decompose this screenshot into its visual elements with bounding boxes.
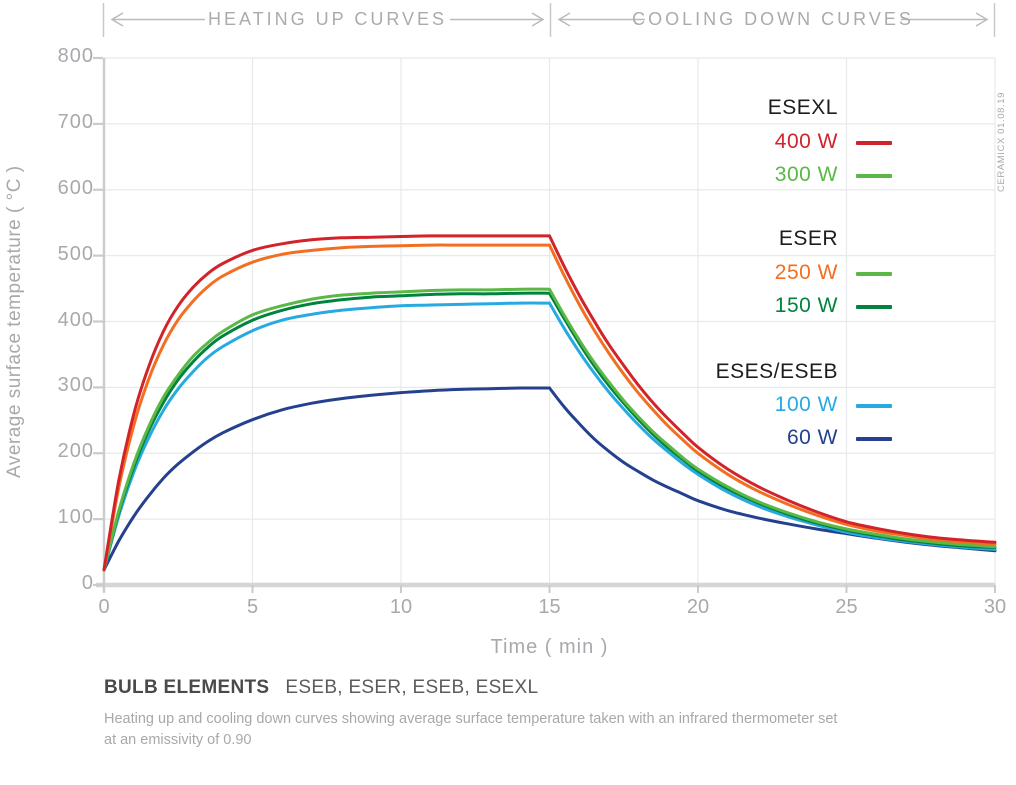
cooling-phase-title: COOLING DOWN CURVES (632, 9, 914, 29)
legend-power-label: 400 W (774, 130, 838, 153)
legend-line-swatch (856, 141, 892, 145)
x-tick-label: 0 (98, 596, 110, 618)
footer-heading-row: BULB ELEMENTS ESEB, ESER, ESEB, ESEXL (104, 677, 538, 699)
arrow-left-icon (557, 12, 571, 27)
phase-header-graphics (102, 3, 996, 37)
legend-line-swatch (856, 174, 892, 178)
y-tick-label: 0 (81, 572, 94, 594)
legend-power-label: 250 W (774, 261, 838, 284)
legend-group-title: ESES/ESEB (715, 360, 838, 383)
legend-power-label: 150 W (774, 294, 838, 317)
legend-line-swatch (856, 305, 892, 309)
legend-row: 150 W (700, 294, 940, 320)
arrow-left-icon (110, 12, 124, 27)
y-tick-label: 700 (57, 110, 94, 133)
y-tick-label: 400 (57, 308, 94, 331)
legend-line-swatch (856, 404, 892, 408)
x-tick-label: 30 (983, 596, 1007, 618)
x-tick-label: 10 (389, 596, 413, 618)
footer-heading: BULB ELEMENTS (104, 677, 270, 698)
watermark-text: CERAMICX 01.08.19 (996, 92, 1007, 192)
legend-row: 100 W (700, 393, 940, 419)
legend-line-swatch (856, 272, 892, 276)
y-tick-label: 800 (57, 45, 94, 67)
legend-row: 400 W (700, 130, 940, 156)
x-tick-label: 5 (246, 596, 259, 618)
y-tick-label: 500 (57, 242, 94, 265)
arrow-right-icon (531, 12, 545, 27)
x-axis-tick-labels: 0 5 10 15 20 25 30 (98, 596, 1006, 622)
curve-esexl-300-w (102, 287, 997, 572)
x-tick-label: 20 (686, 596, 710, 618)
legend-group-title: ESER (778, 227, 838, 250)
y-tick-label: 600 (57, 176, 94, 199)
heating-phase-title: HEATING UP CURVES (207, 9, 448, 29)
legend-row: 60 W (700, 426, 940, 452)
legend-line-swatch (856, 437, 892, 441)
legend-group-title: ESEXL (767, 96, 838, 119)
curve-esexl-400-w (102, 234, 997, 572)
x-axis-label: Time ( min ) (490, 636, 609, 658)
legend-row: 300 W (700, 163, 940, 189)
y-tick-label: 100 (57, 506, 94, 529)
footer-subheading: ESEB, ESER, ESEB, ESEXL (285, 677, 539, 698)
phase-arrows (110, 12, 989, 27)
legend-row: 250 W (700, 261, 940, 287)
y-axis-tick-labels: 0 100 200 300 400 500 600 700 800 (20, 45, 94, 594)
y-tick-label: 300 (57, 374, 94, 397)
y-tick-label: 200 (57, 440, 94, 463)
arrow-right-icon (975, 12, 989, 27)
phase-divider-lines (102, 3, 996, 37)
footer-caption-line2: at an emissivity of 0.90 (104, 732, 252, 748)
legend-power-label: 300 W (774, 163, 838, 186)
x-tick-label: 15 (538, 596, 561, 618)
footer-caption-line1: Heating up and cooling down curves showi… (104, 711, 838, 727)
x-tick-label: 25 (835, 596, 858, 618)
plot-area (93, 56, 997, 593)
legend-power-label: 60 W (786, 426, 838, 449)
curve-eser-250-w (102, 243, 997, 572)
legend-power-label: 100 W (774, 393, 838, 416)
